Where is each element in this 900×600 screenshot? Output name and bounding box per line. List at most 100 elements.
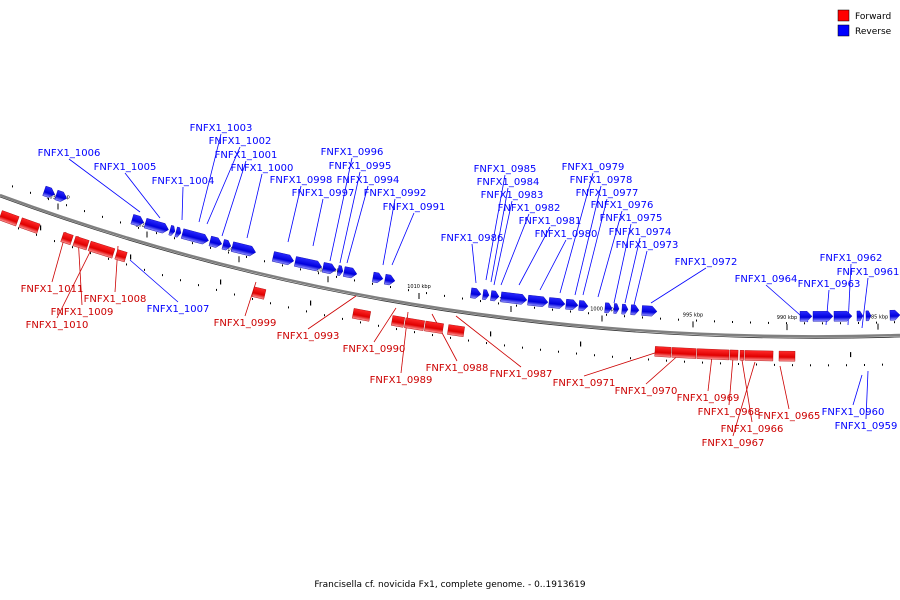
reverse-gene-32[interactable] (812, 311, 834, 322)
gene-label-fnfx1-0995[interactable]: FNFX1_0995 (329, 161, 392, 172)
gene-label-fnfx1-0989[interactable]: FNFX1_0989 (370, 375, 433, 386)
forward-gene-14[interactable] (671, 347, 697, 359)
gene-label-fnfx1-0988[interactable]: FNFX1_0988 (426, 363, 489, 374)
reverse-gene-12[interactable] (294, 256, 322, 272)
gene-label-fnfx1-0970[interactable]: FNFX1_0970 (615, 386, 678, 397)
gene-label-fnfx1-0997[interactable]: FNFX1_0997 (292, 188, 355, 199)
reverse-gene-5[interactable] (168, 225, 177, 236)
reverse-gene-28[interactable] (621, 303, 629, 315)
gene-label-fnfx1-0983[interactable]: FNFX1_0983 (481, 190, 544, 201)
forward-gene-7[interactable] (251, 286, 267, 300)
gene-label-fnfx1-0959[interactable]: FNFX1_0959 (835, 421, 898, 432)
gene-label-fnfx1-0985[interactable]: FNFX1_0985 (474, 164, 537, 175)
gene-label-fnfx1-0984[interactable]: FNFX1_0984 (477, 177, 540, 188)
forward-gene-3[interactable] (60, 231, 74, 246)
gene-label-fnfx1-0978[interactable]: FNFX1_0978 (570, 175, 633, 186)
gene-label-fnfx1-1006[interactable]: FNFX1_1006 (38, 148, 101, 159)
reverse-gene-19[interactable] (482, 289, 490, 301)
gene-label-fnfx1-0977[interactable]: FNFX1_0977 (576, 188, 639, 199)
reverse-gene-29[interactable] (630, 304, 640, 316)
gene-label-fnfx1-0986[interactable]: FNFX1_0986 (441, 233, 504, 244)
reverse-gene-31[interactable] (799, 311, 813, 322)
reverse-gene-17[interactable] (383, 274, 396, 286)
gene-label-fnfx1-1001[interactable]: FNFX1_1001 (215, 150, 278, 161)
reverse-gene-20[interactable] (490, 290, 500, 302)
gene-label-fnfx1-0991[interactable]: FNFX1_0991 (383, 202, 446, 213)
gene-label-fnfx1-0993[interactable]: FNFX1_0993 (277, 331, 340, 342)
gene-label-fnfx1-0994[interactable]: FNFX1_0994 (337, 175, 400, 186)
gene-label-fnfx1-0996[interactable]: FNFX1_0996 (321, 147, 384, 158)
reverse-gene-9[interactable] (221, 239, 232, 251)
reverse-gene-10[interactable] (230, 241, 257, 257)
reverse-gene-11[interactable] (271, 251, 295, 266)
gene-label-fnfx1-0964[interactable]: FNFX1_0964 (735, 274, 798, 285)
forward-gene-1[interactable] (0, 210, 20, 227)
gene-label-fnfx1-1009[interactable]: FNFX1_1009 (51, 307, 114, 318)
gene-label-fnfx1-0967[interactable]: FNFX1_0967 (702, 438, 765, 449)
reverse-gene-26[interactable] (604, 302, 613, 314)
reverse-gene-27[interactable] (613, 303, 620, 314)
gene-label-fnfx1-0998[interactable]: FNFX1_0998 (270, 175, 333, 186)
reverse-gene-34[interactable] (856, 310, 864, 322)
gene-label-fnfx1-0975[interactable]: FNFX1_0975 (600, 213, 663, 224)
gene-label-fnfx1-0960[interactable]: FNFX1_0960 (822, 407, 885, 418)
gene-label-fnfx1-0990[interactable]: FNFX1_0990 (343, 344, 406, 355)
gene-label-fnfx1-0999[interactable]: FNFX1_0999 (214, 318, 277, 329)
reverse-gene-7[interactable] (180, 228, 210, 246)
forward-gene-10[interactable] (404, 317, 425, 331)
gene-label-fnfx1-1000[interactable]: FNFX1_1000 (231, 163, 294, 174)
gene-label-fnfx1-1003[interactable]: FNFX1_1003 (190, 123, 253, 134)
forward-gene-17[interactable] (739, 350, 745, 361)
reverse-gene-16[interactable] (371, 271, 384, 284)
gene-label-fnfx1-0974[interactable]: FNFX1_0974 (609, 227, 672, 238)
gene-label-fnfx1-0965[interactable]: FNFX1_0965 (758, 411, 821, 422)
reverse-gene-2[interactable] (54, 189, 69, 203)
forward-gene-11[interactable] (424, 320, 444, 334)
reverse-gene-36[interactable] (889, 309, 900, 321)
gene-label-fnfx1-0982[interactable]: FNFX1_0982 (498, 203, 561, 214)
reverse-gene-30[interactable] (641, 305, 658, 317)
gene-label-fnfx1-0972[interactable]: FNFX1_0972 (675, 257, 738, 268)
forward-gene-16[interactable] (729, 349, 739, 361)
gene-label-fnfx1-0971[interactable]: FNFX1_0971 (553, 378, 616, 389)
reverse-gene-33[interactable] (833, 310, 853, 322)
reverse-gene-4[interactable] (143, 218, 170, 234)
forward-gene-2[interactable] (18, 217, 41, 234)
forward-gene-9[interactable] (391, 315, 405, 328)
reverse-gene-25[interactable] (578, 300, 589, 312)
gene-label-fnfx1-0966[interactable]: FNFX1_0966 (721, 424, 784, 435)
reverse-gene-18[interactable] (470, 287, 482, 299)
reverse-gene-23[interactable] (548, 297, 566, 309)
reverse-gene-8[interactable] (208, 235, 223, 249)
gene-label-fnfx1-0987[interactable]: FNFX1_0987 (490, 369, 553, 380)
reverse-gene-21[interactable] (500, 291, 528, 305)
reverse-gene-3[interactable] (130, 214, 145, 227)
gene-label-fnfx1-1002[interactable]: FNFX1_1002 (209, 136, 272, 147)
gene-label-fnfx1-1005[interactable]: FNFX1_1005 (94, 162, 157, 173)
gene-label-fnfx1-0979[interactable]: FNFX1_0979 (562, 162, 625, 173)
forward-gene-19[interactable] (778, 350, 796, 362)
forward-gene-4[interactable] (72, 235, 90, 251)
reverse-gene-15[interactable] (342, 266, 358, 279)
gene-label-fnfx1-0962[interactable]: FNFX1_0962 (820, 253, 883, 264)
reverse-gene-13[interactable] (321, 262, 337, 274)
gene-label-fnfx1-0981[interactable]: FNFX1_0981 (519, 216, 582, 227)
reverse-gene-14[interactable] (336, 265, 344, 276)
gene-label-fnfx1-0992[interactable]: FNFX1_0992 (364, 188, 427, 199)
gene-label-fnfx1-0976[interactable]: FNFX1_0976 (591, 200, 654, 211)
gene-label-fnfx1-0969[interactable]: FNFX1_0969 (677, 393, 740, 404)
gene-label-fnfx1-0973[interactable]: FNFX1_0973 (616, 240, 679, 251)
reverse-gene-1[interactable] (42, 185, 57, 199)
gene-label-fnfx1-1011[interactable]: FNFX1_1011 (21, 284, 84, 295)
gene-label-fnfx1-0961[interactable]: FNFX1_0961 (837, 267, 900, 278)
forward-gene-6[interactable] (114, 249, 128, 263)
forward-gene-12[interactable] (447, 324, 465, 338)
reverse-gene-35[interactable] (865, 310, 872, 322)
forward-gene-8[interactable] (351, 308, 372, 322)
reverse-gene-24[interactable] (565, 298, 579, 311)
gene-label-fnfx1-0968[interactable]: FNFX1_0968 (698, 407, 761, 418)
gene-label-fnfx1-1007[interactable]: FNFX1_1007 (147, 304, 210, 315)
gene-label-fnfx1-1010[interactable]: FNFX1_1010 (26, 320, 89, 331)
reverse-gene-22[interactable] (527, 294, 549, 307)
forward-gene-15[interactable] (696, 348, 730, 361)
